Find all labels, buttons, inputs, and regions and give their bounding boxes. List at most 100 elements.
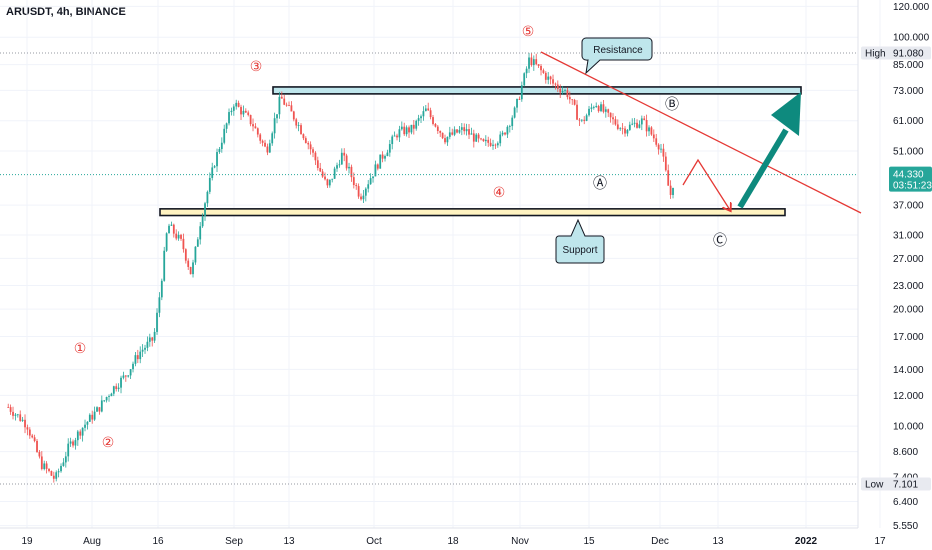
candle-body: [62, 462, 65, 466]
y-tick-label: 31.000: [893, 231, 924, 242]
candle-body: [57, 471, 60, 473]
candle-body: [103, 400, 106, 402]
candle-body: [127, 375, 130, 377]
x-tick-label: Dec: [651, 536, 669, 547]
candle-body: [422, 111, 425, 117]
candles: [7, 52, 674, 483]
candle-body: [643, 118, 646, 120]
candle-body: [540, 65, 542, 71]
y-tick-label: 5.550: [893, 521, 918, 532]
y-tick-label: 37.000: [893, 201, 924, 212]
candle-body: [451, 132, 454, 135]
candle-body: [470, 133, 473, 135]
candle-body: [297, 125, 300, 126]
candle-body: [165, 233, 168, 251]
candle-body: [393, 135, 396, 137]
wave-label: ⑤: [522, 24, 535, 40]
candle-body: [508, 126, 511, 127]
time-axis[interactable]: 19 Aug 16 Sep 13 Oct 18 Nov 15 Dec 13 2022 17: [21, 536, 886, 547]
wave-label: Ⓒ: [713, 233, 727, 249]
candle-body: [336, 165, 338, 169]
candle-body: [350, 166, 353, 178]
candle-body: [7, 407, 10, 408]
candle-body: [645, 119, 648, 132]
candle-body: [655, 138, 658, 145]
candle-body: [278, 96, 281, 115]
candle-body: [160, 280, 163, 298]
candle-body: [640, 118, 643, 125]
candle-body: [530, 57, 533, 66]
candle-body: [168, 225, 170, 234]
zones: [159, 86, 802, 217]
candle-body: [151, 337, 154, 341]
candle-body: [100, 400, 103, 412]
high-tag-key: High: [865, 49, 886, 60]
support-zone: [159, 208, 786, 217]
candle-body: [309, 144, 312, 150]
candle-body: [633, 122, 636, 124]
candle-body: [172, 224, 175, 234]
candle-body: [276, 114, 278, 119]
candle-body: [148, 337, 151, 342]
candle-body: [453, 129, 456, 135]
candle-body: [463, 127, 466, 132]
candle-body: [513, 107, 516, 118]
candle-body: [664, 156, 667, 171]
resistance-zone: [272, 86, 802, 95]
candle-body: [516, 98, 518, 108]
high-tag-value: 91.080: [893, 49, 924, 60]
price-axis[interactable]: 120.000 100.000 85.000 73.000 61.000 51.000 37…: [861, 2, 932, 532]
candle-body: [280, 96, 283, 99]
candle-body: [465, 129, 468, 132]
candle-body: [244, 110, 247, 113]
candle-body: [403, 126, 406, 135]
candle-body: [55, 472, 58, 479]
candle-body: [573, 99, 576, 105]
candle-body: [360, 196, 362, 200]
candle-body: [72, 441, 74, 446]
candle-body: [348, 166, 350, 169]
candle-body: [506, 126, 509, 135]
x-tick-label: 15: [583, 536, 595, 547]
x-tick-label: Aug: [83, 536, 101, 547]
candle-body: [667, 170, 670, 186]
candle-body: [156, 312, 158, 332]
candle-body: [242, 110, 245, 115]
candle-body: [492, 144, 494, 146]
candle-body: [578, 119, 581, 121]
candle-body: [405, 127, 408, 135]
candle-body: [448, 132, 451, 137]
candle-body: [302, 134, 305, 139]
candle-body: [228, 112, 230, 124]
candle-body: [14, 414, 17, 416]
resistance-label: Resistance: [593, 45, 643, 56]
candle-body: [501, 132, 504, 135]
candle-body: [468, 129, 470, 135]
candle-body: [580, 119, 583, 121]
candle-body: [372, 176, 374, 179]
candle-body: [626, 129, 629, 134]
candle-body: [487, 139, 490, 143]
candle-body: [432, 117, 434, 124]
y-tick-label: 85.000: [893, 60, 924, 71]
x-tick-label: 17: [874, 536, 886, 547]
candle-body: [300, 125, 302, 135]
low-tag-key: Low: [865, 480, 884, 491]
candle-body: [446, 136, 449, 143]
candle-body: [295, 119, 298, 126]
x-tick-label: Nov: [511, 536, 529, 547]
candle-body: [196, 239, 199, 247]
candle-body: [139, 351, 142, 360]
candle-body: [436, 126, 439, 132]
candle-body: [628, 124, 631, 130]
candle-body: [583, 119, 586, 121]
x-tick-label: 2022: [795, 536, 818, 547]
candle-body: [588, 108, 590, 116]
candle-body: [528, 57, 530, 69]
candle-body: [420, 116, 422, 119]
candle-body: [208, 177, 211, 192]
candle-body: [180, 234, 182, 239]
candle-body: [211, 167, 214, 178]
candle-body: [225, 123, 228, 129]
